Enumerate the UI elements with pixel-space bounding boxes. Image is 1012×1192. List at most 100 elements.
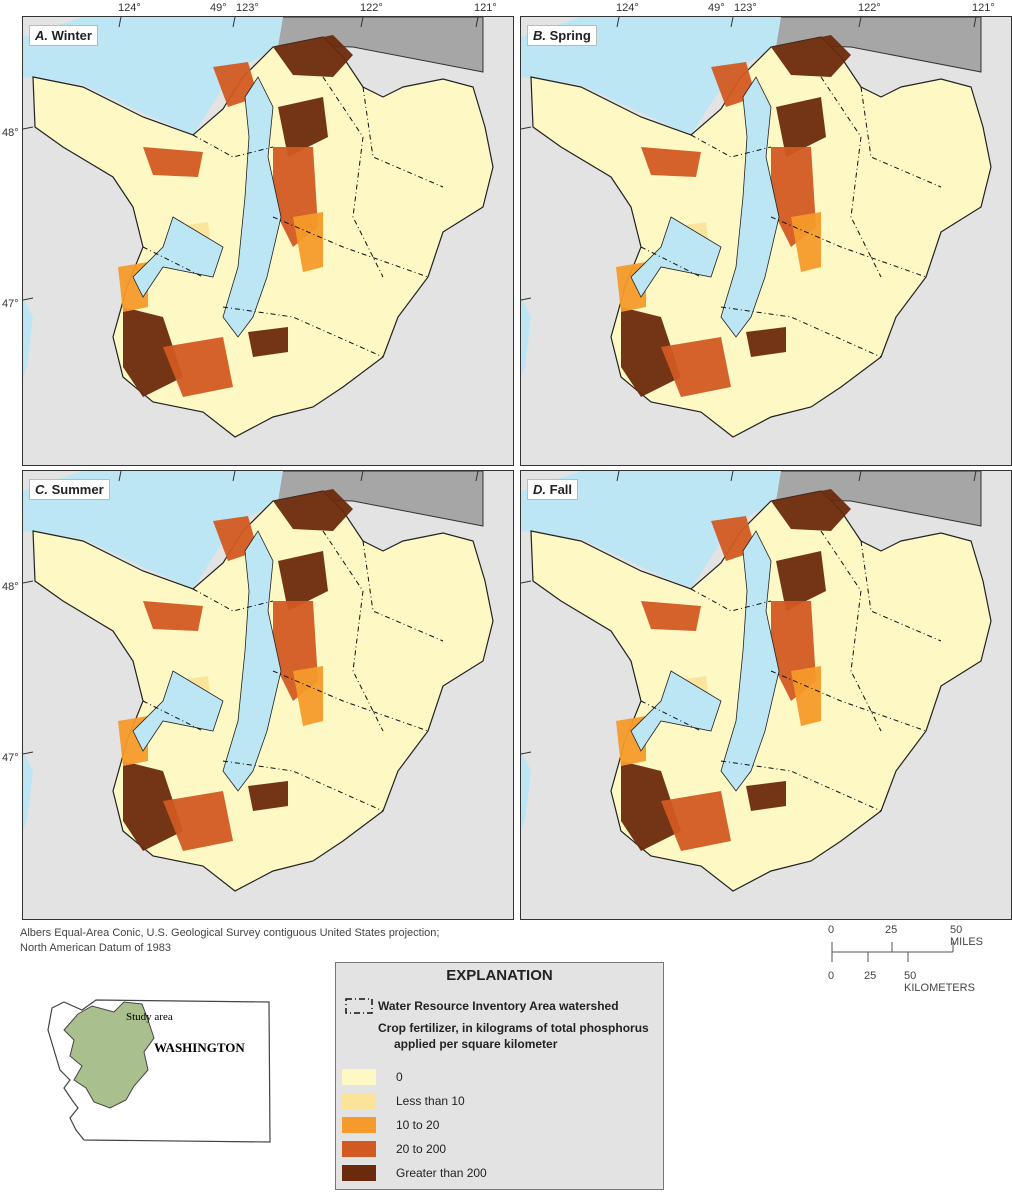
graticule-tick bbox=[858, 17, 862, 28]
puget-sound-water bbox=[720, 530, 780, 792]
strait-water bbox=[521, 471, 781, 589]
fertilizer-patch bbox=[746, 327, 786, 357]
coast-water bbox=[521, 751, 531, 831]
fertilizer-patch bbox=[776, 551, 826, 611]
coast-water bbox=[23, 297, 33, 377]
scale-bar: 0 25 50 MILES 0 25 50 KILOMETERS bbox=[828, 924, 984, 994]
wria-boundary bbox=[770, 670, 927, 732]
watershed-symbol bbox=[345, 998, 373, 1014]
wria-boundary bbox=[192, 588, 274, 612]
graticule-tick bbox=[23, 580, 34, 584]
wria-boundary bbox=[322, 76, 384, 278]
fertilizer-patch bbox=[123, 307, 183, 397]
wria-boundary bbox=[720, 306, 882, 358]
swatch-20-200 bbox=[342, 1141, 376, 1157]
fertilizer-patch bbox=[278, 97, 328, 157]
graticule-tick bbox=[118, 471, 122, 482]
wria-boundary bbox=[860, 540, 942, 642]
fertilizer-patch bbox=[163, 337, 233, 397]
graticule-tick bbox=[23, 297, 34, 301]
lat-label-48-c: 48° bbox=[2, 581, 19, 593]
map-fall bbox=[521, 471, 1011, 919]
map-panel-winter: A. Winter bbox=[22, 16, 514, 466]
class-label-less-10: Less than 10 bbox=[396, 1094, 465, 1108]
panel-label-summer: C. Summer bbox=[29, 479, 110, 500]
strait-water bbox=[521, 17, 781, 135]
fertilizer-patch bbox=[661, 791, 731, 851]
crop-title-2: applied per square kilometer bbox=[394, 1037, 558, 1051]
graticule-tick bbox=[360, 471, 364, 482]
swatch-10-20 bbox=[342, 1117, 376, 1133]
fertilizer-patch bbox=[621, 307, 681, 397]
lon-label-122-b: 122° bbox=[858, 2, 881, 14]
wria-boundary bbox=[192, 134, 274, 158]
fertilizer-patch bbox=[776, 97, 826, 157]
wria-boundary bbox=[690, 588, 772, 612]
graticule-tick bbox=[23, 751, 34, 755]
hood-canal-water bbox=[132, 216, 224, 298]
graticule-tick bbox=[521, 297, 532, 301]
map-panel-fall: D. Fall bbox=[520, 470, 1012, 920]
swatch-0 bbox=[342, 1069, 376, 1085]
lon-label-121-b: 121° bbox=[972, 2, 995, 14]
crop-title-1: Crop fertilizer, in kilograms of total p… bbox=[378, 1021, 649, 1035]
fertilizer-patch bbox=[248, 781, 288, 811]
lon-label-124: 124° bbox=[118, 2, 141, 14]
graticule-tick bbox=[232, 471, 236, 482]
map-panel-summer: C. Summer bbox=[22, 470, 514, 920]
graticule-tick bbox=[23, 126, 34, 130]
panel-label-winter: A. Winter bbox=[29, 25, 98, 46]
locator-map: Study area WASHINGTON bbox=[24, 990, 284, 1160]
wria-boundary bbox=[362, 540, 444, 642]
graticule-tick bbox=[973, 17, 977, 28]
swatch-less-10 bbox=[342, 1093, 376, 1109]
graticule-tick bbox=[360, 17, 364, 28]
fertilizer-patch bbox=[123, 761, 183, 851]
legend: EXPLANATION Water Resource Inventory Are… bbox=[335, 962, 664, 1190]
graticule-tick bbox=[973, 471, 977, 482]
class-label-gt-200: Greater than 200 bbox=[396, 1166, 487, 1180]
fertilizer-patch bbox=[791, 666, 821, 726]
fertilizer-patch bbox=[293, 666, 323, 726]
panel-label-spring: B. Spring bbox=[527, 25, 597, 46]
study-area-label: Study area bbox=[126, 1011, 173, 1023]
fertilizer-patch bbox=[143, 147, 203, 177]
fertilizer-patch bbox=[273, 35, 353, 77]
graticule-tick bbox=[521, 751, 532, 755]
lon-label-123-b: 123° bbox=[734, 2, 757, 14]
hood-canal-water bbox=[630, 216, 722, 298]
fertilizer-patch bbox=[771, 35, 851, 77]
fertilizer-patch bbox=[621, 761, 681, 851]
fertilizer-patch bbox=[746, 781, 786, 811]
graticule-tick bbox=[730, 471, 734, 482]
puget-sound-water bbox=[720, 76, 780, 338]
coast-water bbox=[23, 751, 33, 831]
map-summer bbox=[23, 471, 513, 919]
lon-label-123: 123° bbox=[236, 2, 259, 14]
graticule-tick bbox=[475, 17, 479, 28]
wria-boundary bbox=[222, 306, 384, 358]
wria-boundary bbox=[690, 134, 772, 158]
wria-boundary bbox=[720, 760, 882, 812]
map-panel-spring: B. Spring bbox=[520, 16, 1012, 466]
legend-title: EXPLANATION bbox=[446, 967, 553, 984]
lon-label-49-b: 49° bbox=[708, 2, 725, 14]
puget-sound-water bbox=[222, 530, 282, 792]
strait-water bbox=[23, 471, 283, 589]
coast-water bbox=[521, 297, 531, 377]
fertilizer-patch bbox=[771, 489, 851, 531]
graticule-tick bbox=[475, 471, 479, 482]
wria-boundary bbox=[770, 216, 927, 278]
class-label-0: 0 bbox=[396, 1070, 403, 1084]
fertilizer-patch bbox=[293, 212, 323, 272]
strait-water bbox=[23, 17, 283, 135]
map-winter bbox=[23, 17, 513, 465]
class-label-20-200: 20 to 200 bbox=[396, 1142, 447, 1156]
wria-boundary bbox=[362, 86, 444, 188]
wria-boundary bbox=[272, 670, 429, 732]
graticule-tick bbox=[118, 17, 122, 28]
fertilizer-patch bbox=[641, 147, 701, 177]
lon-label-121: 121° bbox=[474, 2, 497, 14]
hood-canal-water bbox=[630, 670, 722, 752]
wria-boundary bbox=[820, 530, 882, 732]
